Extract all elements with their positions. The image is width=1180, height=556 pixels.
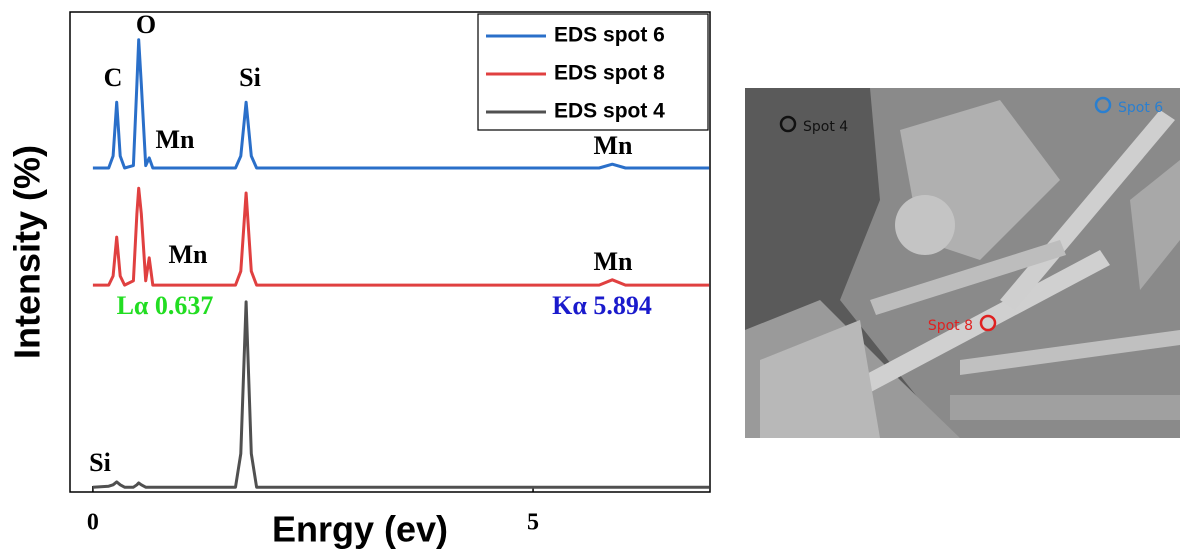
y-axis-label: Intensity (%) [7, 145, 48, 359]
x-tick-label: 5 [527, 510, 539, 536]
x-tick-label: 0 [87, 510, 99, 536]
sem-image: Spot 4 Spot 6 Spot 8 [745, 88, 1180, 438]
figure: Spot 4 Spot 6 Spot 8 0 5 Enrgy (ev) Intensity… [0, 0, 1180, 556]
spot-label: Spot 4 [803, 119, 848, 135]
peak-label: Si [89, 448, 111, 477]
peak-label: Lα 0.637 [117, 291, 214, 320]
peak-label: O [136, 10, 156, 39]
spot-label: Spot 8 [928, 318, 973, 334]
peak-label: Kα 5.894 [552, 291, 652, 320]
peak-label: Mn [156, 125, 196, 154]
spot-label: Spot 6 [1118, 100, 1163, 116]
legend-label: EDS spot 4 [554, 100, 665, 123]
legend-label: EDS spot 8 [554, 62, 665, 85]
peak-label: Si [239, 63, 261, 92]
peak-label: Mn [169, 240, 209, 269]
x-axis-label: Enrgy (ev) [272, 509, 448, 550]
peak-label: Mn [594, 247, 634, 276]
legend-label: EDS spot 6 [554, 24, 665, 47]
peak-label: Mn [594, 131, 634, 160]
spectrum-line [93, 302, 709, 487]
peak-label: C [104, 63, 123, 92]
